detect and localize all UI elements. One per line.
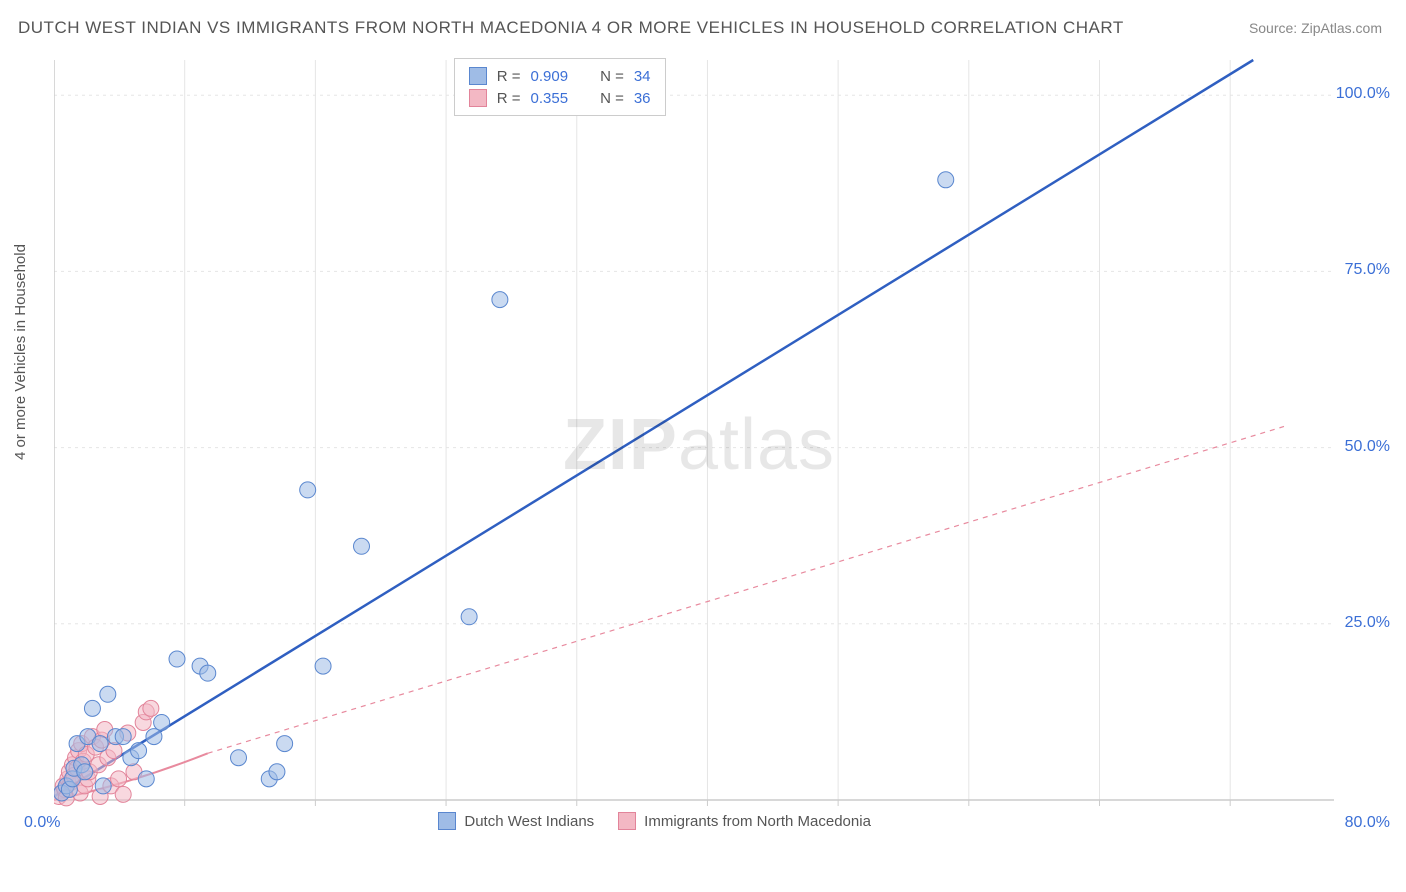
series1-r-value: 0.909 [531,68,569,85]
correlation-stats-legend: R = 0.909 N = 34 R = 0.355 N = 36 [454,58,666,116]
legend-item: Dutch West Indians [438,812,594,830]
series2-legend-label: Immigrants from North Macedonia [644,813,871,830]
y-axis-label: 4 or more Vehicles in Household [12,244,29,460]
x-tick-label: 80.0% [1345,814,1390,832]
chart-title: DUTCH WEST INDIAN VS IMMIGRANTS FROM NOR… [18,18,1124,38]
chart-plot-area: ZIPatlas 25.0%50.0%75.0%100.0%0.0%80.0% [54,50,1344,840]
series1-swatch [438,812,456,830]
series1-n-value: 34 [634,68,651,85]
series2-swatch [469,89,487,107]
r-label: R = [497,68,521,85]
y-tick-label: 50.0% [1345,438,1390,456]
n-label: N = [600,90,624,107]
stat-row: R = 0.909 N = 34 [469,65,651,87]
source-attribution: Source: ZipAtlas.com [1249,20,1382,36]
series2-swatch [618,812,636,830]
x-tick-label: 0.0% [24,814,60,832]
stat-row: R = 0.355 N = 36 [469,87,651,109]
series-legend: Dutch West Indians Immigrants from North… [438,812,871,830]
series2-n-value: 36 [634,90,651,107]
n-label: N = [600,68,624,85]
chart-svg [54,50,1344,840]
series2-r-value: 0.355 [531,90,569,107]
y-tick-label: 100.0% [1336,85,1390,103]
y-tick-label: 25.0% [1345,614,1390,632]
y-tick-label: 75.0% [1345,261,1390,279]
series1-swatch [469,67,487,85]
legend-item: Immigrants from North Macedonia [618,812,871,830]
series1-legend-label: Dutch West Indians [464,813,594,830]
r-label: R = [497,90,521,107]
